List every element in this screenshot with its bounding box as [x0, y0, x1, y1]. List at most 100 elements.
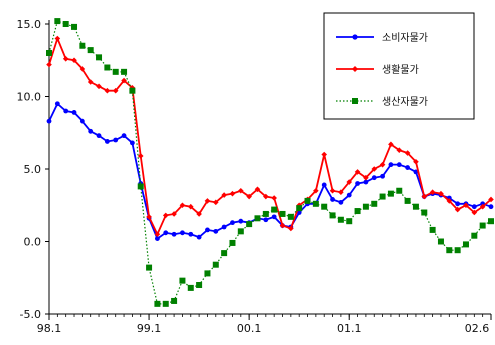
- data-point: [129, 87, 136, 94]
- data-point: [196, 234, 202, 240]
- legend-label: 생활물가: [382, 63, 419, 76]
- data-point: [388, 162, 394, 168]
- data-point: [412, 203, 419, 210]
- x-tick-label: 00.1: [237, 322, 262, 335]
- data-point: [379, 193, 386, 200]
- data-point: [163, 230, 169, 236]
- data-point: [312, 200, 319, 207]
- data-point: [112, 87, 119, 94]
- data-point: [304, 197, 311, 204]
- data-point: [363, 179, 369, 185]
- data-point: [54, 35, 61, 42]
- data-point: [404, 197, 411, 204]
- data-point: [96, 54, 103, 61]
- data-point: [230, 220, 235, 226]
- data-point: [446, 198, 453, 204]
- data-point: [63, 108, 69, 114]
- data-point: [471, 232, 478, 239]
- data-point: [246, 221, 253, 228]
- data-point: [79, 66, 86, 72]
- data-point: [254, 186, 261, 193]
- data-point: [246, 193, 252, 200]
- data-point: [88, 128, 94, 134]
- data-point: [329, 187, 336, 194]
- data-point: [96, 83, 102, 90]
- data-point: [446, 247, 453, 254]
- data-point: [179, 277, 186, 284]
- data-point: [171, 211, 177, 217]
- data-point: [229, 239, 236, 246]
- y-tick-label: 15.0: [17, 18, 42, 31]
- data-point: [321, 151, 328, 158]
- x-tick-label: 02.6: [465, 322, 490, 335]
- data-point: [162, 300, 169, 307]
- data-point: [104, 139, 110, 144]
- data-point: [388, 141, 394, 148]
- data-point: [212, 261, 219, 268]
- series-3: [46, 18, 494, 307]
- data-point: [429, 189, 436, 195]
- data-point: [462, 241, 469, 248]
- x-tick-label: 98.1: [37, 322, 62, 335]
- data-point: [129, 140, 135, 146]
- data-point: [287, 213, 294, 220]
- data-point: [79, 118, 85, 124]
- data-point: [279, 222, 286, 229]
- data-point: [104, 87, 111, 94]
- data-point: [263, 193, 269, 200]
- data-point: [346, 192, 352, 198]
- data-point: [155, 236, 160, 242]
- data-point: [429, 226, 436, 233]
- data-point: [196, 282, 203, 288]
- data-point: [271, 195, 277, 201]
- data-point: [254, 215, 261, 222]
- data-point: [354, 208, 361, 215]
- data-point: [46, 61, 52, 68]
- data-point: [96, 133, 102, 139]
- data-point: [46, 118, 52, 124]
- data-point: [380, 173, 385, 179]
- data-point: [296, 210, 302, 215]
- data-point: [362, 203, 369, 210]
- data-point: [221, 250, 228, 257]
- data-point: [87, 47, 94, 54]
- data-point: [346, 179, 353, 185]
- data-point: [329, 212, 336, 219]
- data-point: [396, 162, 402, 168]
- data-point: [237, 228, 244, 235]
- data-point: [180, 230, 185, 236]
- series-1: [46, 101, 494, 242]
- data-point: [321, 182, 327, 188]
- data-point: [54, 101, 60, 107]
- legend-marker: [352, 66, 358, 72]
- data-point: [471, 209, 478, 216]
- data-point: [121, 133, 127, 139]
- data-point: [229, 190, 236, 197]
- data-point: [288, 225, 294, 232]
- data-point: [71, 23, 78, 30]
- data-point: [338, 189, 344, 195]
- data-point: [404, 150, 411, 156]
- data-point: [421, 193, 428, 200]
- legend-marker: [352, 34, 358, 40]
- data-point: [146, 214, 152, 220]
- data-point: [437, 238, 444, 245]
- data-point: [313, 187, 319, 194]
- data-point: [271, 214, 277, 220]
- series-line: [48, 102, 492, 240]
- y-tick-label: -5.0: [20, 308, 41, 321]
- data-point: [238, 218, 244, 224]
- data-point: [137, 153, 144, 159]
- data-point: [154, 300, 161, 307]
- data-point: [204, 198, 211, 204]
- y-tick-label: 10.0: [17, 91, 42, 104]
- legend-box: [323, 12, 475, 120]
- data-point: [154, 231, 161, 238]
- data-point: [121, 77, 127, 84]
- data-point: [330, 197, 335, 202]
- data-point: [354, 169, 361, 175]
- data-point: [438, 190, 444, 197]
- data-point: [87, 79, 94, 85]
